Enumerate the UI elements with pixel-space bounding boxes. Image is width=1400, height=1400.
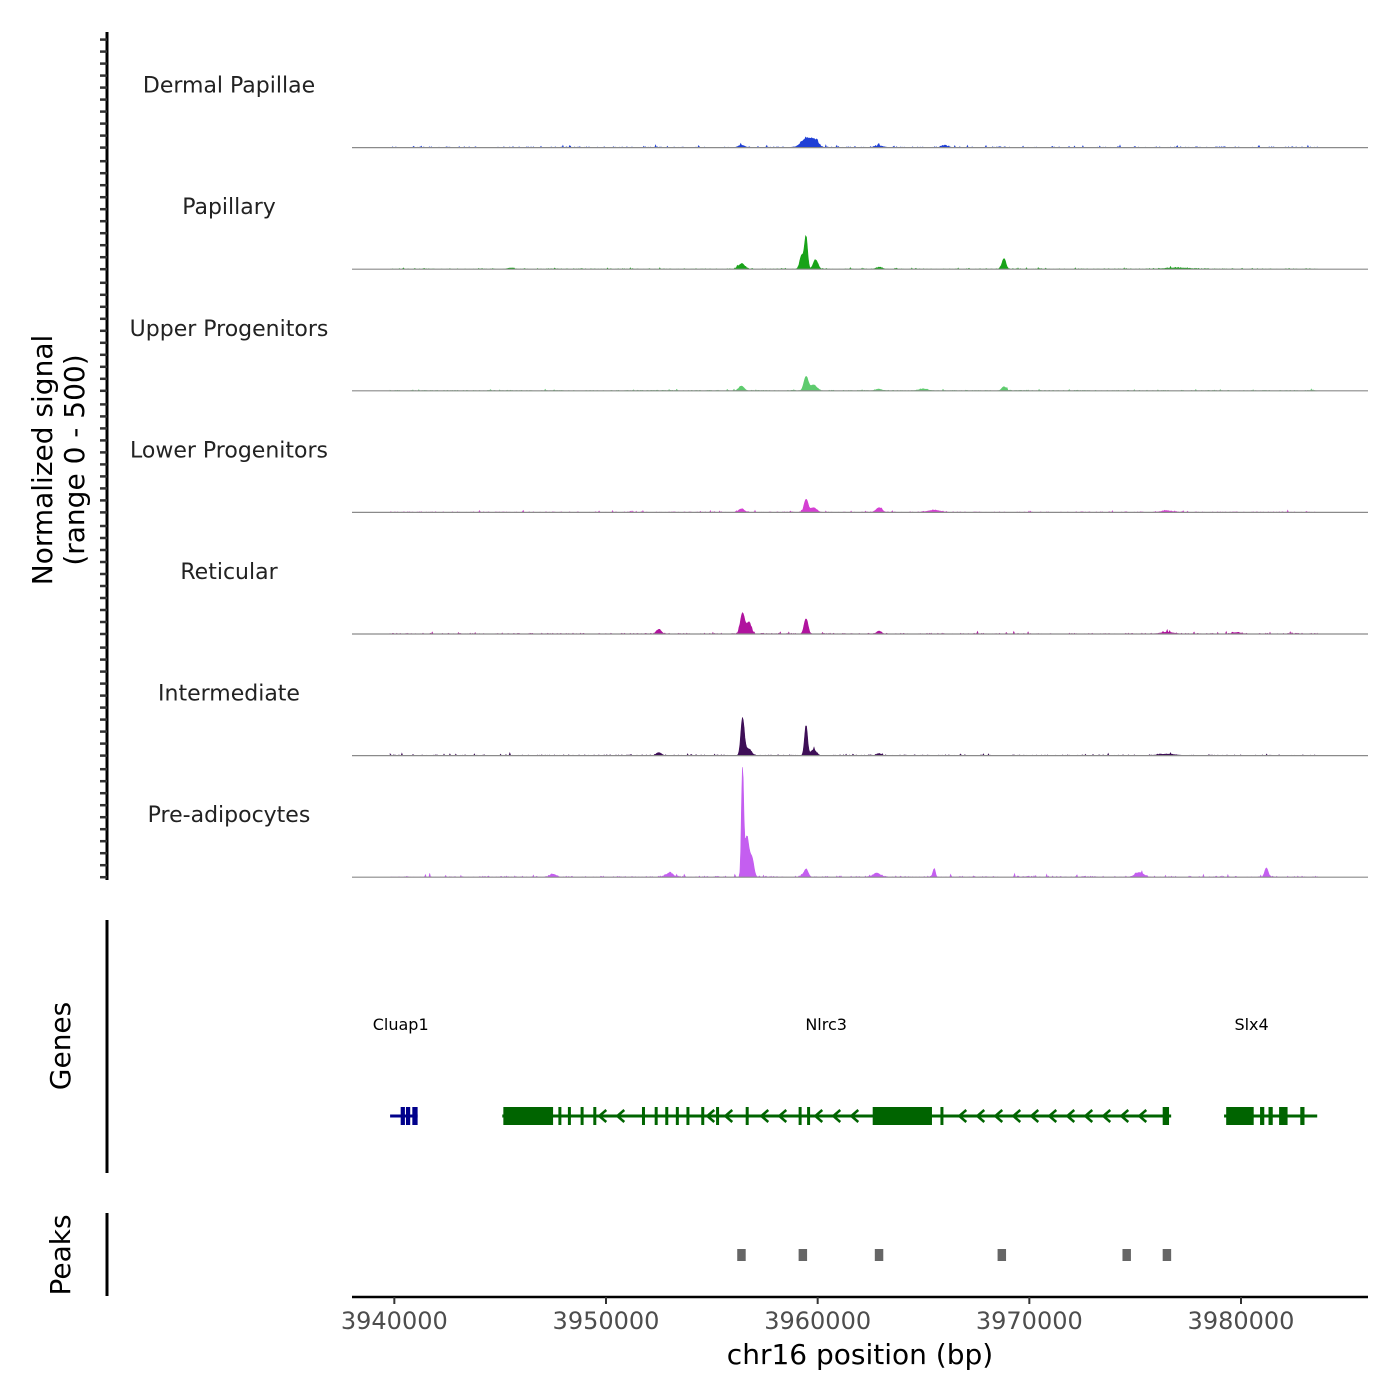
strand-arrow (597, 1109, 608, 1123)
x-tick-label: 3960000 (764, 1307, 871, 1335)
strand-arrow (849, 1109, 860, 1123)
x-tick-label: 3970000 (976, 1307, 1083, 1335)
gene-exon (798, 1107, 802, 1125)
track-label: Dermal Papillae (143, 74, 315, 99)
gene-label: Cluap1 (373, 1015, 429, 1034)
gene-nlrc3: Nlrc3 (502, 1015, 1172, 1125)
strand-arrow (1029, 1109, 1040, 1123)
peak-region (798, 1249, 808, 1261)
strand-arrow (777, 1109, 788, 1123)
x-axis: 3940000 3950000 3960000 3970000 3980000 (341, 1297, 1295, 1335)
gene-exon (940, 1107, 944, 1125)
strand-arrow (1137, 1109, 1148, 1123)
track-papillary: Papillary (182, 195, 1368, 270)
strand-arrow (723, 1109, 734, 1123)
gene-exon (745, 1107, 749, 1125)
track-label: Papillary (182, 195, 276, 220)
strand-arrow (993, 1109, 1004, 1123)
track-lower-progenitors: Lower Progenitors (130, 438, 1368, 514)
strand-arrow (1119, 1109, 1130, 1123)
peak-region (1122, 1249, 1131, 1261)
gene-exon (665, 1107, 669, 1125)
track-label: Pre-adipocytes (148, 803, 311, 828)
gene-exon (701, 1107, 705, 1125)
track-label: Intermediate (158, 682, 300, 707)
gene-exon (405, 1107, 411, 1125)
strand-arrow (1047, 1109, 1058, 1123)
peak-region (1162, 1249, 1172, 1261)
y-axis-title-line2: (range 0 - 500) (58, 354, 91, 565)
gene-exon (412, 1107, 418, 1125)
x-axis-title: chr16 position (bp) (727, 1338, 993, 1371)
gene-exon (1162, 1107, 1170, 1125)
gene-exon (567, 1107, 571, 1125)
gene-exon (675, 1107, 679, 1125)
track-label: Lower Progenitors (130, 438, 328, 463)
strand-arrow (615, 1109, 626, 1123)
gene-exon (1260, 1107, 1265, 1125)
gene-label: Slx4 (1234, 1015, 1268, 1034)
x-tick-label: 3980000 (1188, 1307, 1295, 1335)
strand-arrow (705, 1109, 716, 1123)
strand-arrow (1083, 1109, 1094, 1123)
gene-exon (807, 1107, 811, 1125)
track-label: Upper Progenitors (130, 317, 329, 342)
gene-slx4: Slx4 (1224, 1015, 1318, 1125)
gene-exon (593, 1107, 597, 1125)
genes-track-label: Genes (44, 1002, 77, 1090)
strand-arrow (831, 1109, 842, 1123)
strand-arrow (1101, 1109, 1112, 1123)
track-pre-adipocytes: Pre-adipocytes (148, 767, 1368, 878)
gene-exon (580, 1107, 584, 1125)
gene-exon (558, 1107, 562, 1125)
gene-exon (1226, 1107, 1254, 1125)
track-intermediate: Intermediate (158, 682, 1368, 757)
y-axis-title-line1: Normalized signal (26, 335, 59, 586)
peaks-track-label: Peaks (44, 1214, 77, 1295)
track-upper-progenitors: Upper Progenitors (130, 317, 1368, 392)
coverage-tracks: Dermal Papillae Papillary Upper Progenitor… (130, 74, 1368, 878)
x-tick-label: 3950000 (553, 1307, 660, 1335)
gene-exon (1300, 1107, 1305, 1125)
gene-label: Nlrc3 (805, 1015, 847, 1034)
track-dermal-papillae: Dermal Papillae (143, 74, 1368, 149)
gene-exon (716, 1107, 720, 1125)
peak-region (874, 1249, 884, 1261)
gene-track: Cluap1 Nlrc3 Slx4 (373, 1015, 1318, 1125)
gene-exon (654, 1107, 658, 1125)
coverage-y-axis (100, 32, 109, 880)
peak-track (737, 1249, 1172, 1261)
x-tick-label: 3940000 (341, 1307, 448, 1335)
gene-exon (400, 1107, 405, 1125)
gene-exon (641, 1107, 645, 1125)
gene-exon (503, 1107, 554, 1125)
track-label: Reticular (180, 560, 278, 585)
strand-arrow (975, 1109, 986, 1123)
gene-exon (872, 1107, 932, 1125)
peak-region (737, 1249, 746, 1261)
peak-region (997, 1249, 1007, 1261)
strand-arrow (1065, 1109, 1076, 1123)
strand-arrow (1011, 1109, 1022, 1123)
gene-exon (1279, 1107, 1288, 1125)
strand-arrow (759, 1109, 770, 1123)
gene-exon (1268, 1107, 1273, 1125)
strand-arrow (957, 1109, 968, 1123)
gene-cluap1: Cluap1 (373, 1015, 429, 1125)
gene-exon (686, 1107, 690, 1125)
strand-arrow (813, 1109, 824, 1123)
track-reticular: Reticular (180, 560, 1368, 635)
